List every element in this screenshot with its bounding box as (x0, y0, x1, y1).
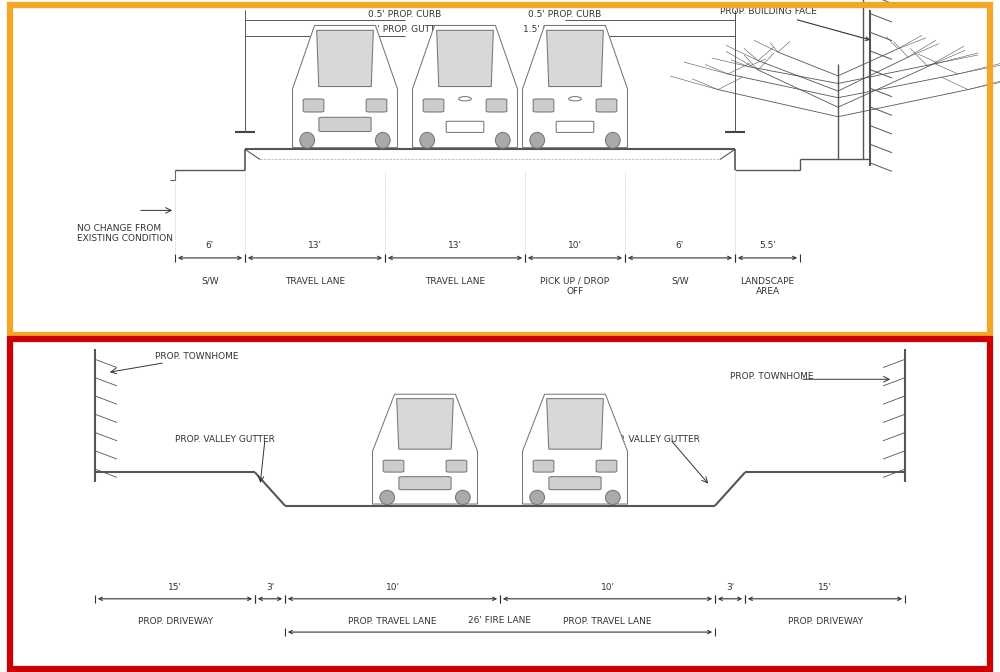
FancyBboxPatch shape (596, 99, 617, 112)
Polygon shape (522, 394, 628, 504)
Ellipse shape (605, 132, 620, 149)
Text: 1.5' PROP. GUTTER: 1.5' PROP. GUTTER (363, 25, 447, 34)
Text: 13': 13' (448, 241, 462, 251)
FancyBboxPatch shape (303, 99, 324, 112)
Text: PROP. BUILDING FACE: PROP. BUILDING FACE (720, 7, 869, 40)
Text: 0.5' PROP. CURB: 0.5' PROP. CURB (368, 9, 442, 19)
Text: PROP. DRIVEWAY: PROP. DRIVEWAY (788, 617, 862, 626)
Text: 10': 10' (600, 583, 614, 591)
Text: 26' FIRE LANE: 26' FIRE LANE (468, 616, 532, 625)
FancyBboxPatch shape (533, 99, 554, 112)
FancyBboxPatch shape (319, 118, 371, 132)
Text: 5.5': 5.5' (759, 241, 776, 251)
Polygon shape (372, 394, 478, 504)
Polygon shape (522, 26, 628, 148)
Ellipse shape (375, 132, 390, 149)
Text: 15': 15' (818, 583, 832, 591)
Text: 0.5' PROP. CURB: 0.5' PROP. CURB (528, 9, 602, 19)
Ellipse shape (605, 491, 620, 505)
Polygon shape (292, 26, 397, 148)
Text: 10': 10' (568, 241, 582, 251)
Ellipse shape (530, 132, 545, 149)
FancyBboxPatch shape (446, 460, 467, 472)
Text: PROP. TOWNHOME: PROP. TOWNHOME (155, 352, 239, 361)
Text: PICK UP / DROP
OFF: PICK UP / DROP OFF (540, 277, 610, 296)
FancyBboxPatch shape (399, 476, 451, 490)
FancyBboxPatch shape (366, 99, 387, 112)
Text: 15': 15' (168, 583, 182, 591)
Text: 3': 3' (266, 583, 274, 591)
FancyBboxPatch shape (423, 99, 444, 112)
Text: PROP. TRAVEL LANE: PROP. TRAVEL LANE (563, 617, 652, 626)
FancyBboxPatch shape (549, 476, 601, 490)
Ellipse shape (495, 132, 510, 149)
Text: 1.5' PROP. GUTTER: 1.5' PROP. GUTTER (523, 25, 607, 34)
Polygon shape (397, 398, 453, 449)
Text: PROP. DRIVEWAY: PROP. DRIVEWAY (138, 617, 212, 626)
Text: 3': 3' (726, 583, 734, 591)
FancyBboxPatch shape (446, 121, 484, 132)
FancyBboxPatch shape (533, 460, 554, 472)
Text: 6': 6' (206, 241, 214, 251)
Text: 6': 6' (676, 241, 684, 251)
Text: 13': 13' (308, 241, 322, 251)
Polygon shape (547, 398, 603, 449)
FancyBboxPatch shape (596, 460, 617, 472)
FancyBboxPatch shape (486, 99, 507, 112)
Text: 10': 10' (385, 583, 399, 591)
Text: PROP. TOWNHOME: PROP. TOWNHOME (730, 372, 814, 381)
Text: PROP. VALLEY GUTTER: PROP. VALLEY GUTTER (175, 435, 275, 444)
Polygon shape (317, 30, 373, 87)
Ellipse shape (530, 491, 545, 505)
Ellipse shape (380, 491, 395, 505)
Text: PROP. VALLEY GUTTER: PROP. VALLEY GUTTER (600, 435, 700, 444)
Circle shape (569, 97, 581, 101)
Text: TRAVEL LANE: TRAVEL LANE (285, 277, 345, 286)
FancyBboxPatch shape (556, 121, 594, 132)
Text: S/W: S/W (671, 277, 689, 286)
Text: PROP. TRAVEL LANE: PROP. TRAVEL LANE (348, 617, 437, 626)
Text: LANDSCAPE
AREA: LANDSCAPE AREA (740, 277, 795, 296)
Text: NO CHANGE FROM
EXISTING CONDITION: NO CHANGE FROM EXISTING CONDITION (77, 224, 173, 243)
FancyBboxPatch shape (383, 460, 404, 472)
Ellipse shape (420, 132, 435, 149)
Text: TRAVEL LANE: TRAVEL LANE (425, 277, 485, 286)
Polygon shape (437, 30, 493, 87)
Text: S/W: S/W (201, 277, 219, 286)
Polygon shape (547, 30, 603, 87)
Circle shape (459, 97, 471, 101)
Ellipse shape (300, 132, 315, 149)
Polygon shape (413, 26, 518, 148)
Ellipse shape (455, 491, 470, 505)
